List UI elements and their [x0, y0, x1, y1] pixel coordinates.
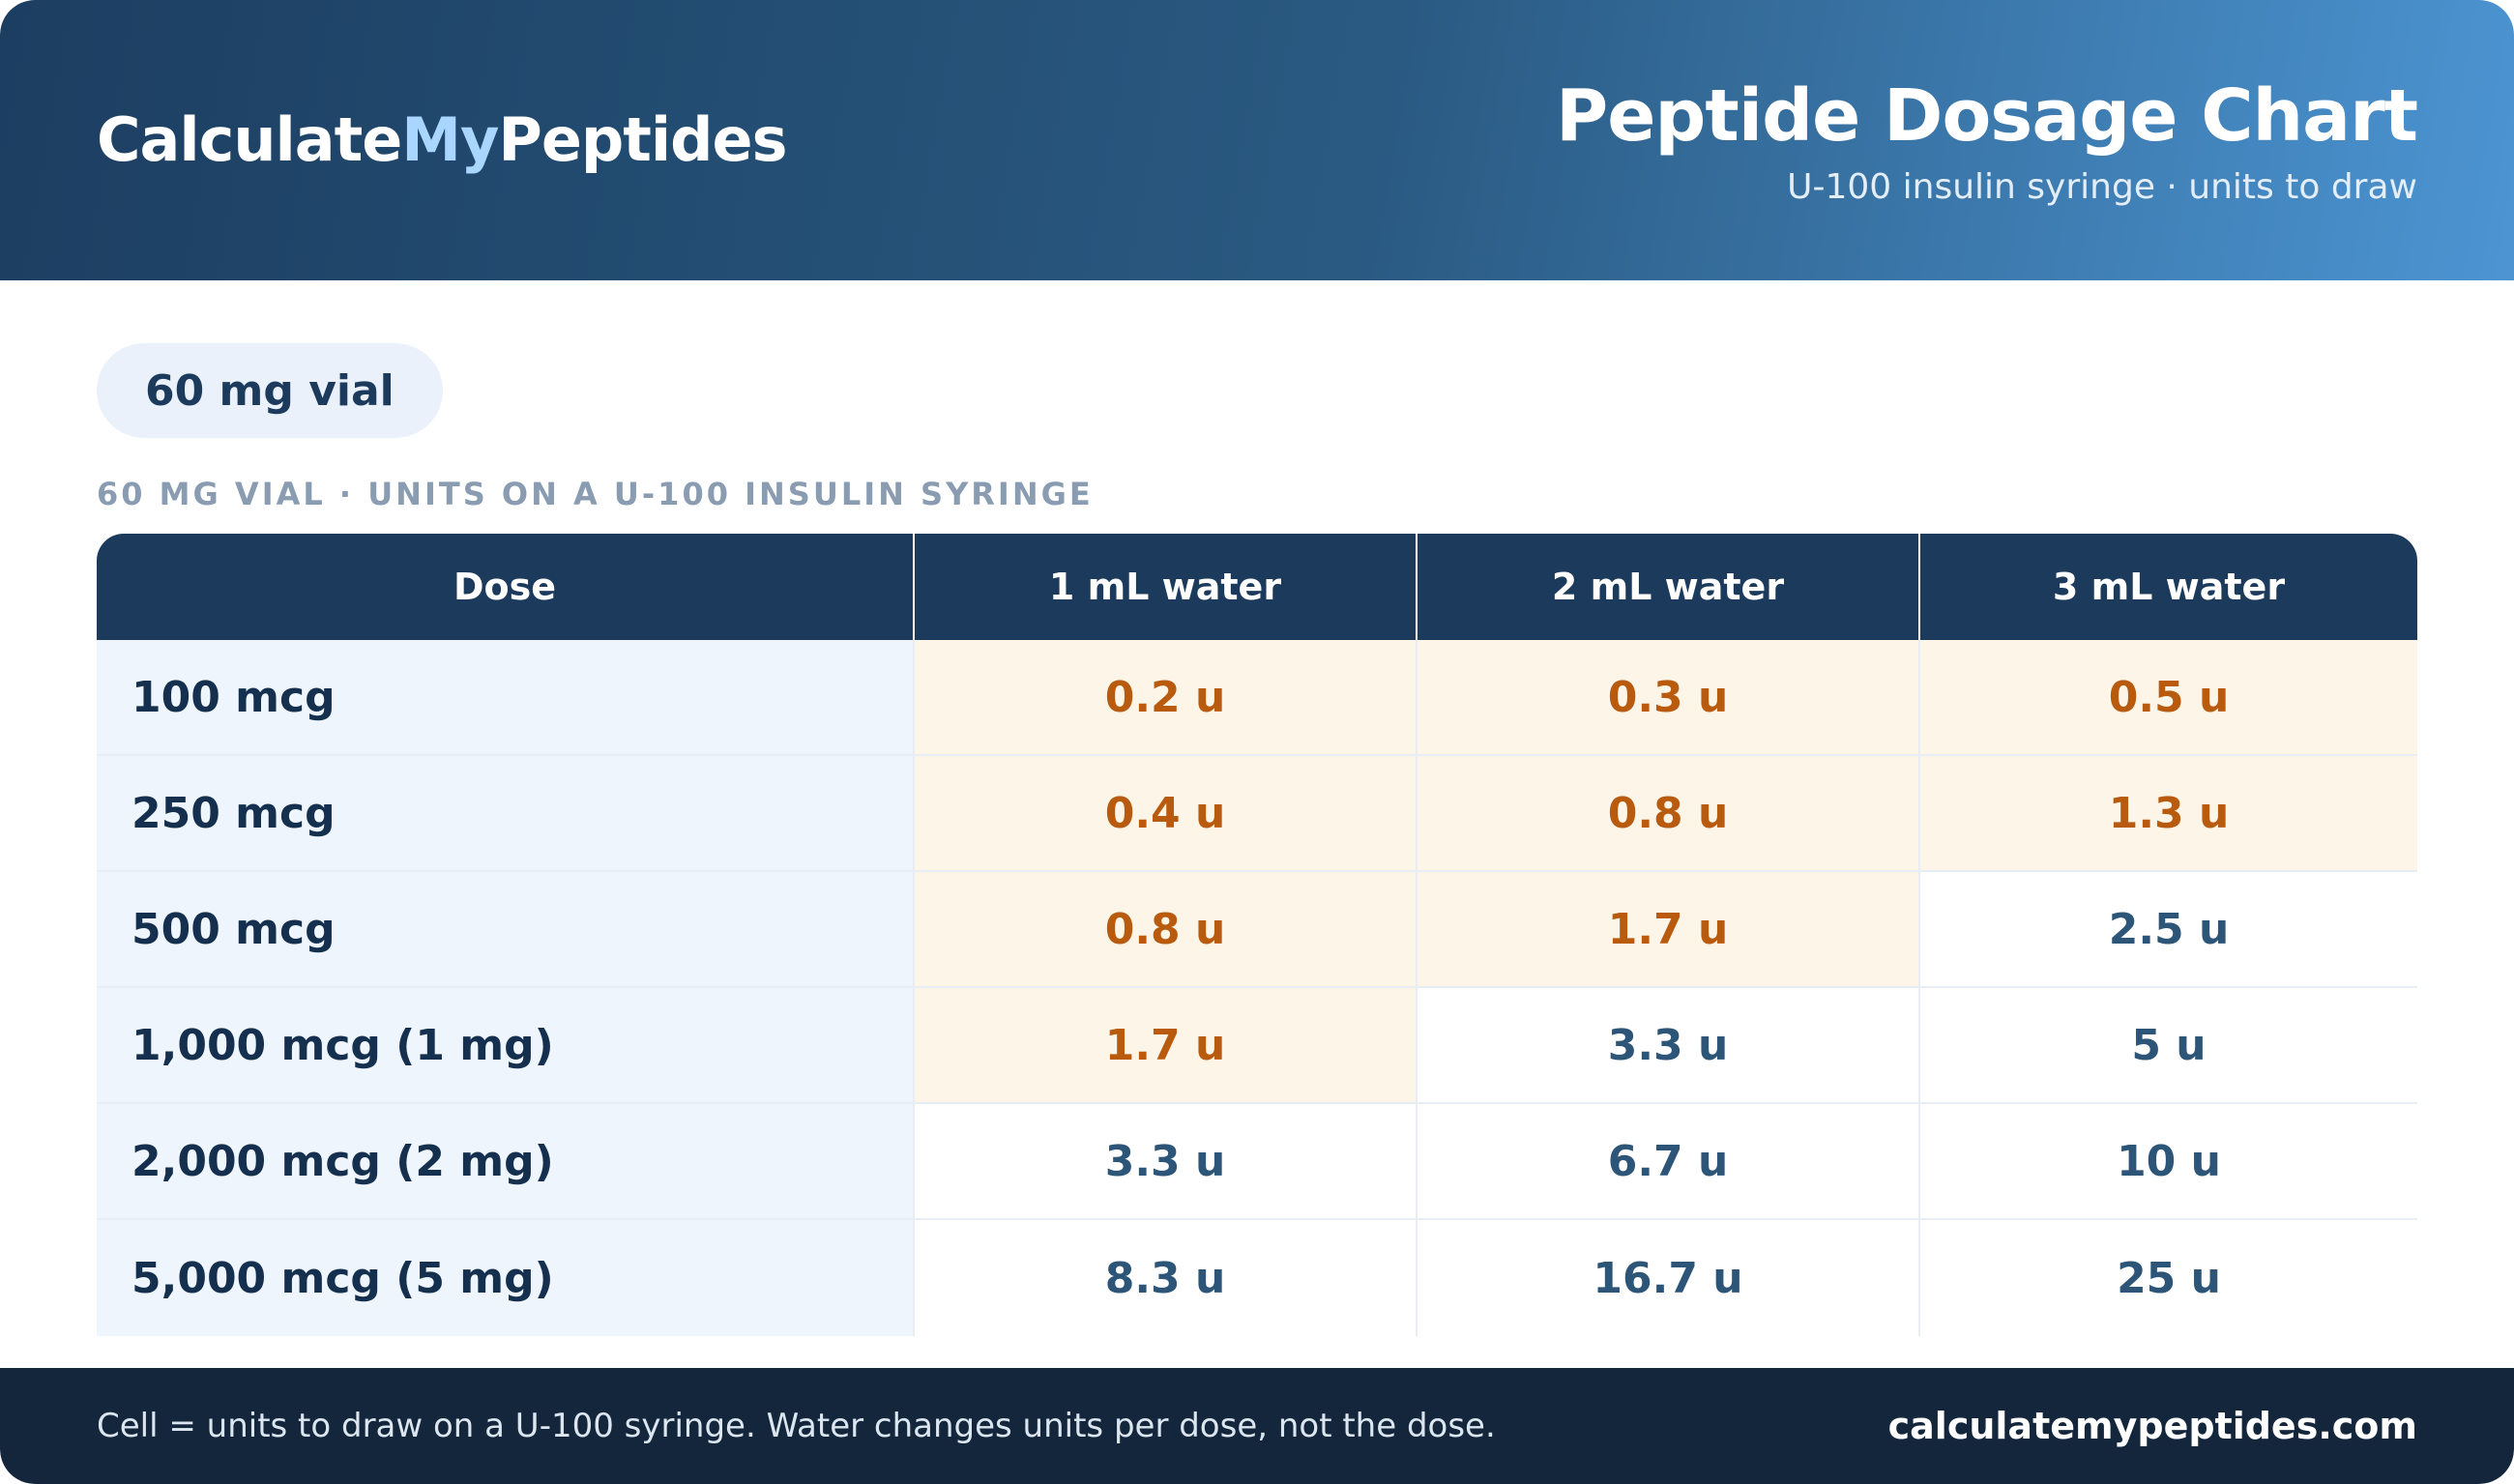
page-subtitle: U-100 insulin syringe · units to draw	[1787, 167, 2417, 208]
units-cell: 0.2 u	[913, 640, 1416, 756]
dose-cell: 5,000 mcg (5 mg)	[97, 1220, 913, 1336]
units-cell: 16.7 u	[1416, 1220, 1918, 1336]
table-row: 100 mcg 0.2 u 0.3 u 0.5 u	[97, 640, 2417, 756]
table-caption: 60 MG VIAL · UNITS ON A U-100 INSULIN SY…	[97, 476, 1094, 512]
units-cell: 0.8 u	[913, 872, 1416, 988]
table-row: 250 mcg 0.4 u 0.8 u 1.3 u	[97, 756, 2417, 872]
units-cell: 0.8 u	[1416, 756, 1918, 872]
units-cell: 3.3 u	[913, 1104, 1416, 1220]
column-header-2ml: 2 mL water	[1416, 534, 1918, 640]
dose-cell: 2,000 mcg (2 mg)	[97, 1104, 913, 1220]
brand-part-2: My	[401, 104, 499, 175]
vial-size-chip: 60 mg vial	[97, 343, 443, 438]
units-cell: 3.3 u	[1416, 988, 1918, 1104]
units-cell: 2.5 u	[1918, 872, 2417, 988]
column-header-1ml: 1 mL water	[913, 534, 1416, 640]
units-cell: 1.7 u	[1416, 872, 1918, 988]
brand-logo: CalculateMyPeptides	[97, 104, 788, 175]
table-row: 2,000 mcg (2 mg) 3.3 u 6.7 u 10 u	[97, 1104, 2417, 1220]
units-cell: 10 u	[1918, 1104, 2417, 1220]
dose-cell: 100 mcg	[97, 640, 913, 756]
dose-cell: 250 mcg	[97, 756, 913, 872]
footer-bar: Cell = units to draw on a U-100 syringe.…	[0, 1368, 2514, 1484]
table-row: 500 mcg 0.8 u 1.7 u 2.5 u	[97, 872, 2417, 988]
website-url: calculatemypeptides.com	[1887, 1405, 2417, 1447]
page-title: Peptide Dosage Chart	[1555, 74, 2418, 158]
units-cell: 1.7 u	[913, 988, 1416, 1104]
title-block: Peptide Dosage Chart U-100 insulin syrin…	[1555, 74, 2418, 208]
footer-note: Cell = units to draw on a U-100 syringe.…	[97, 1407, 1496, 1445]
units-cell: 1.3 u	[1918, 756, 2417, 872]
units-cell: 8.3 u	[913, 1220, 1416, 1336]
dosage-table: Dose 1 mL water 2 mL water 3 mL water 10…	[97, 534, 2417, 1336]
units-cell: 25 u	[1918, 1220, 2417, 1336]
column-header-dose: Dose	[453, 566, 557, 608]
units-cell: 0.5 u	[1918, 640, 2417, 756]
units-cell: 0.4 u	[913, 756, 1416, 872]
dose-cell: 500 mcg	[97, 872, 913, 988]
units-cell: 0.3 u	[1416, 640, 1918, 756]
header-banner: CalculateMyPeptides Peptide Dosage Chart…	[0, 0, 2514, 280]
table-header-row: Dose 1 mL water 2 mL water 3 mL water	[97, 534, 2417, 640]
units-cell: 6.7 u	[1416, 1104, 1918, 1220]
brand-part-1: Calculate	[97, 104, 402, 175]
table-row: 5,000 mcg (5 mg) 8.3 u 16.7 u 25 u	[97, 1220, 2417, 1336]
column-header-3ml: 3 mL water	[1918, 534, 2417, 640]
dose-cell: 1,000 mcg (1 mg)	[97, 988, 913, 1104]
units-cell: 5 u	[1918, 988, 2417, 1104]
brand-part-3: Peptides	[498, 104, 787, 175]
